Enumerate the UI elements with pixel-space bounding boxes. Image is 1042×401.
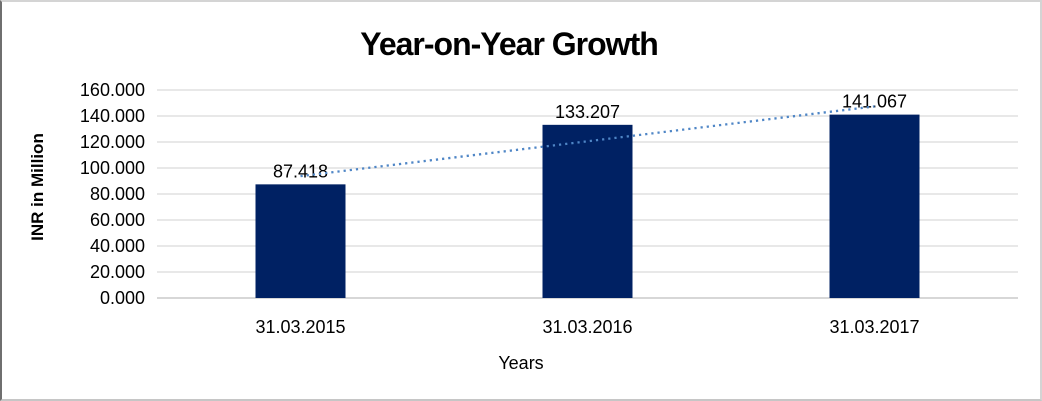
y-tick-label: 160.000 (80, 80, 145, 100)
y-tick-label: 100.000 (80, 158, 145, 178)
data-label: 133.207 (555, 102, 620, 122)
x-axis-title: Years (498, 353, 544, 373)
bar-31.03.2016 (542, 124, 633, 298)
y-tick-label: 40.000 (90, 236, 145, 256)
data-label: 87.418 (273, 161, 328, 181)
y-tick-label: 20.000 (90, 262, 145, 282)
x-tick-label: 31.03.2017 (829, 317, 919, 337)
x-tick-label: 31.03.2015 (255, 317, 345, 337)
data-label: 141.067 (842, 92, 907, 112)
y-tick-label: 0.000 (100, 288, 145, 308)
x-tick-label: 31.03.2016 (542, 317, 632, 337)
chart-title: Year-on-Year Growth (360, 26, 659, 62)
bar-31.03.2015 (255, 184, 346, 298)
y-tick-label: 80.000 (90, 184, 145, 204)
y-tick-label: 120.000 (80, 132, 145, 152)
y-tick-label: 140.000 (80, 106, 145, 126)
bar-31.03.2017 (829, 114, 920, 298)
y-tick-label: 60.000 (90, 210, 145, 230)
